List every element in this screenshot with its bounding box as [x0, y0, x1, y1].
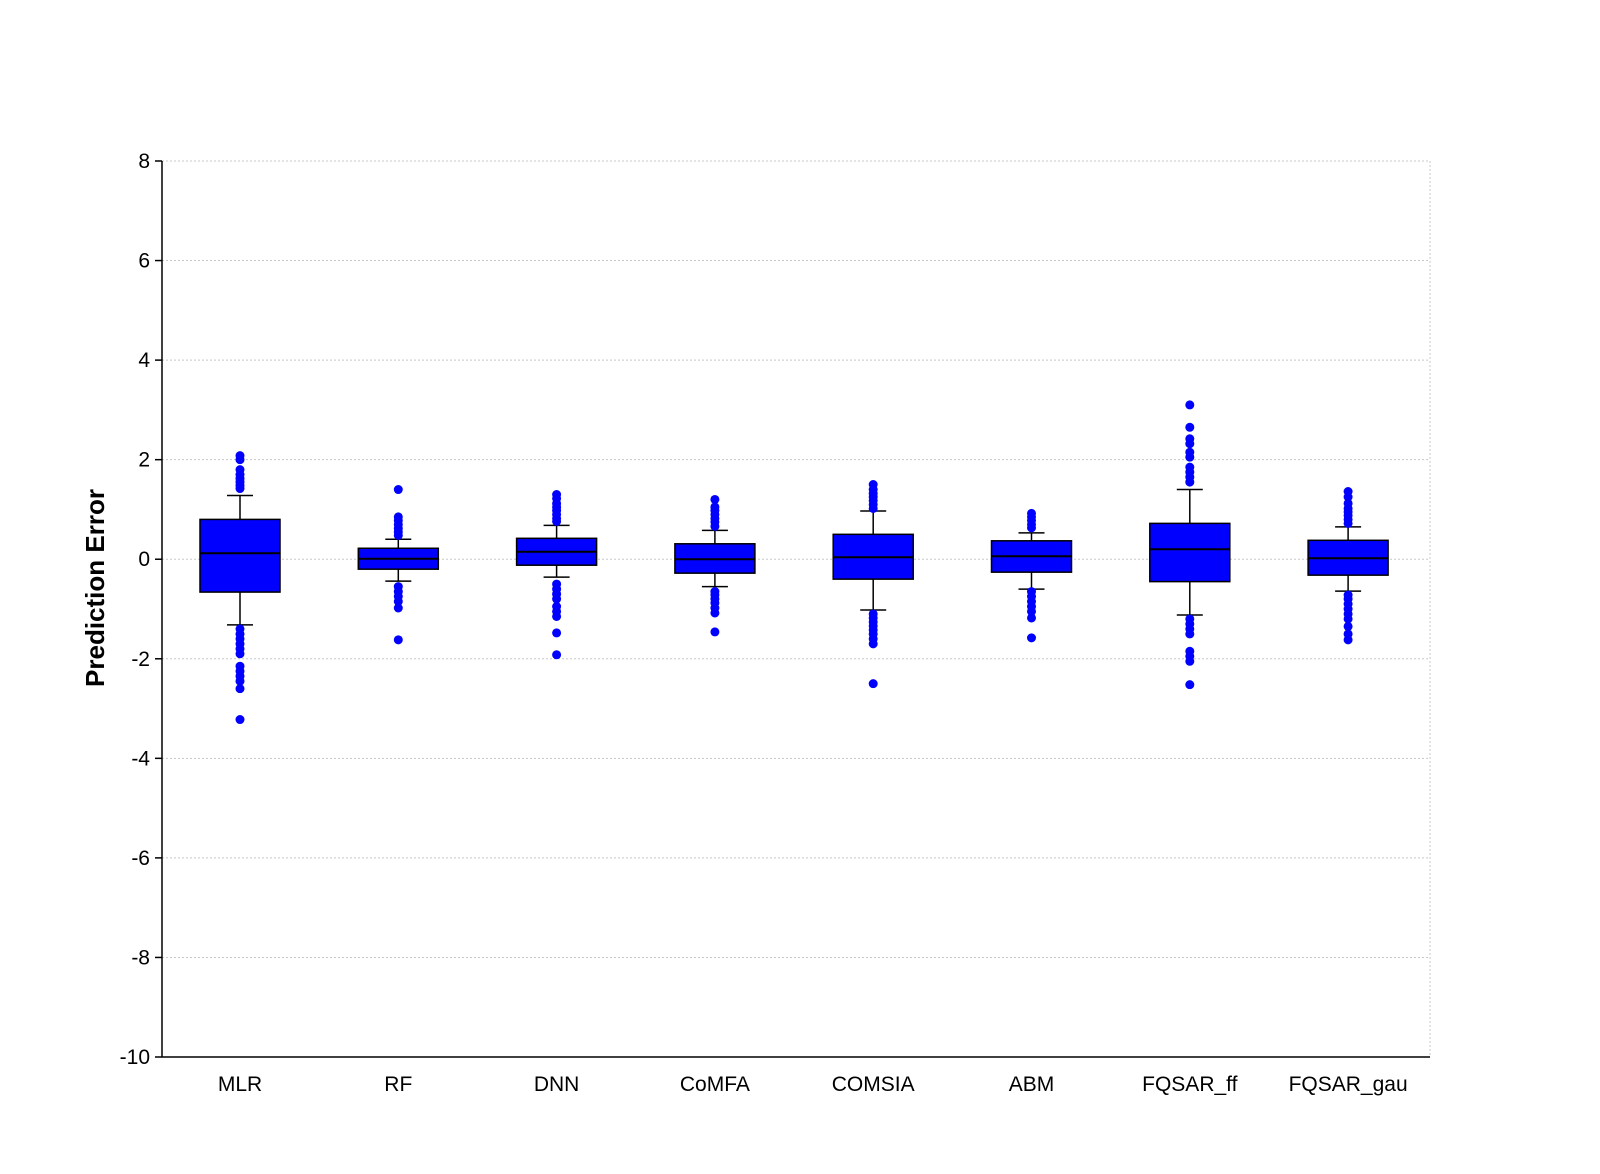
- axes: [161, 161, 1430, 1058]
- y-tick-label: 4: [138, 349, 150, 372]
- y-tick-label: 8: [138, 150, 150, 173]
- outlier-point: [1343, 614, 1353, 624]
- outlier-point: [710, 494, 720, 504]
- outlier-point: [393, 597, 403, 607]
- y-tick-label: -4: [131, 747, 150, 770]
- outlier-point: [552, 516, 562, 526]
- box-iqr: [199, 518, 281, 593]
- x-tick-label: CoMFA: [680, 1073, 750, 1096]
- outlier-point: [552, 650, 562, 660]
- box-dnn: [515, 490, 598, 660]
- box-comsia: [832, 480, 914, 689]
- outlier-point: [1185, 439, 1195, 449]
- outlier-point: [1185, 680, 1195, 690]
- outlier-point: [552, 611, 562, 621]
- y-tick-label: 0: [138, 548, 150, 571]
- outlier-point: [1185, 477, 1195, 487]
- outlier-point: [235, 484, 245, 494]
- outlier-point: [868, 503, 878, 513]
- y-axis-label: Prediction Error: [80, 489, 110, 687]
- x-tick-label: FQSAR_ff: [1142, 1073, 1237, 1096]
- box-series: [199, 400, 1389, 725]
- y-tick-label: -6: [131, 847, 150, 870]
- box-comfa: [674, 494, 756, 637]
- outlier-point: [393, 635, 403, 645]
- box-abm: [990, 508, 1073, 643]
- y-tick-label: 2: [138, 449, 150, 472]
- outlier-point: [235, 455, 245, 465]
- gridlines: [162, 160, 1431, 1058]
- x-tick-label: FQSAR_gau: [1289, 1073, 1408, 1096]
- outlier-point: [235, 649, 245, 659]
- outlier-point: [1027, 633, 1036, 643]
- x-tick-label: DNN: [534, 1073, 580, 1096]
- x-tick-label: RF: [384, 1073, 412, 1096]
- outlier-point: [393, 530, 403, 540]
- outlier-point: [1343, 492, 1353, 502]
- outlier-point: [868, 679, 878, 689]
- outlier-point: [710, 608, 720, 618]
- outlier-point: [710, 627, 720, 637]
- outlier-point: [1343, 635, 1353, 645]
- outlier-point: [393, 485, 403, 495]
- outlier-point: [1185, 452, 1195, 462]
- outlier-point: [1185, 400, 1195, 410]
- outlier-point: [552, 594, 562, 604]
- x-axis-ticks: MLR RF DNN CoMFA COMSIA ABM FQSAR_ff FQSAR_gau: [218, 1073, 1408, 1096]
- outlier-point: [393, 603, 403, 613]
- outlier-point: [1343, 621, 1353, 631]
- outlier-point: [235, 676, 245, 686]
- outlier-point: [552, 628, 562, 638]
- x-tick-label: ABM: [1009, 1073, 1055, 1096]
- y-tick-label: -10: [120, 1046, 150, 1069]
- box-mlr: [199, 451, 281, 725]
- outlier-point: [1185, 422, 1195, 432]
- outlier-point: [710, 521, 720, 531]
- box-fqsar-ff: [1149, 400, 1231, 690]
- y-tick-label: -8: [131, 946, 150, 969]
- outlier-point: [1185, 656, 1195, 666]
- y-axis-ticks: 8 6 4 2 0 -2 -4 -6 -8 -10: [120, 150, 162, 1069]
- y-tick-label: 6: [138, 250, 150, 273]
- outlier-point: [1027, 606, 1036, 616]
- outlier-point: [1027, 613, 1036, 623]
- outlier-point: [1027, 523, 1036, 533]
- outlier-point: [235, 684, 245, 694]
- box-iqr: [1149, 522, 1231, 583]
- outlier-point: [868, 639, 878, 649]
- outlier-point: [235, 715, 245, 725]
- outlier-point: [1343, 518, 1353, 528]
- outlier-point: [1185, 629, 1195, 639]
- x-tick-label: COMSIA: [832, 1073, 915, 1096]
- x-tick-label: MLR: [218, 1073, 262, 1096]
- y-tick-label: -2: [131, 648, 150, 671]
- box-fqsar-gau: [1307, 487, 1389, 645]
- box-rf: [357, 485, 440, 645]
